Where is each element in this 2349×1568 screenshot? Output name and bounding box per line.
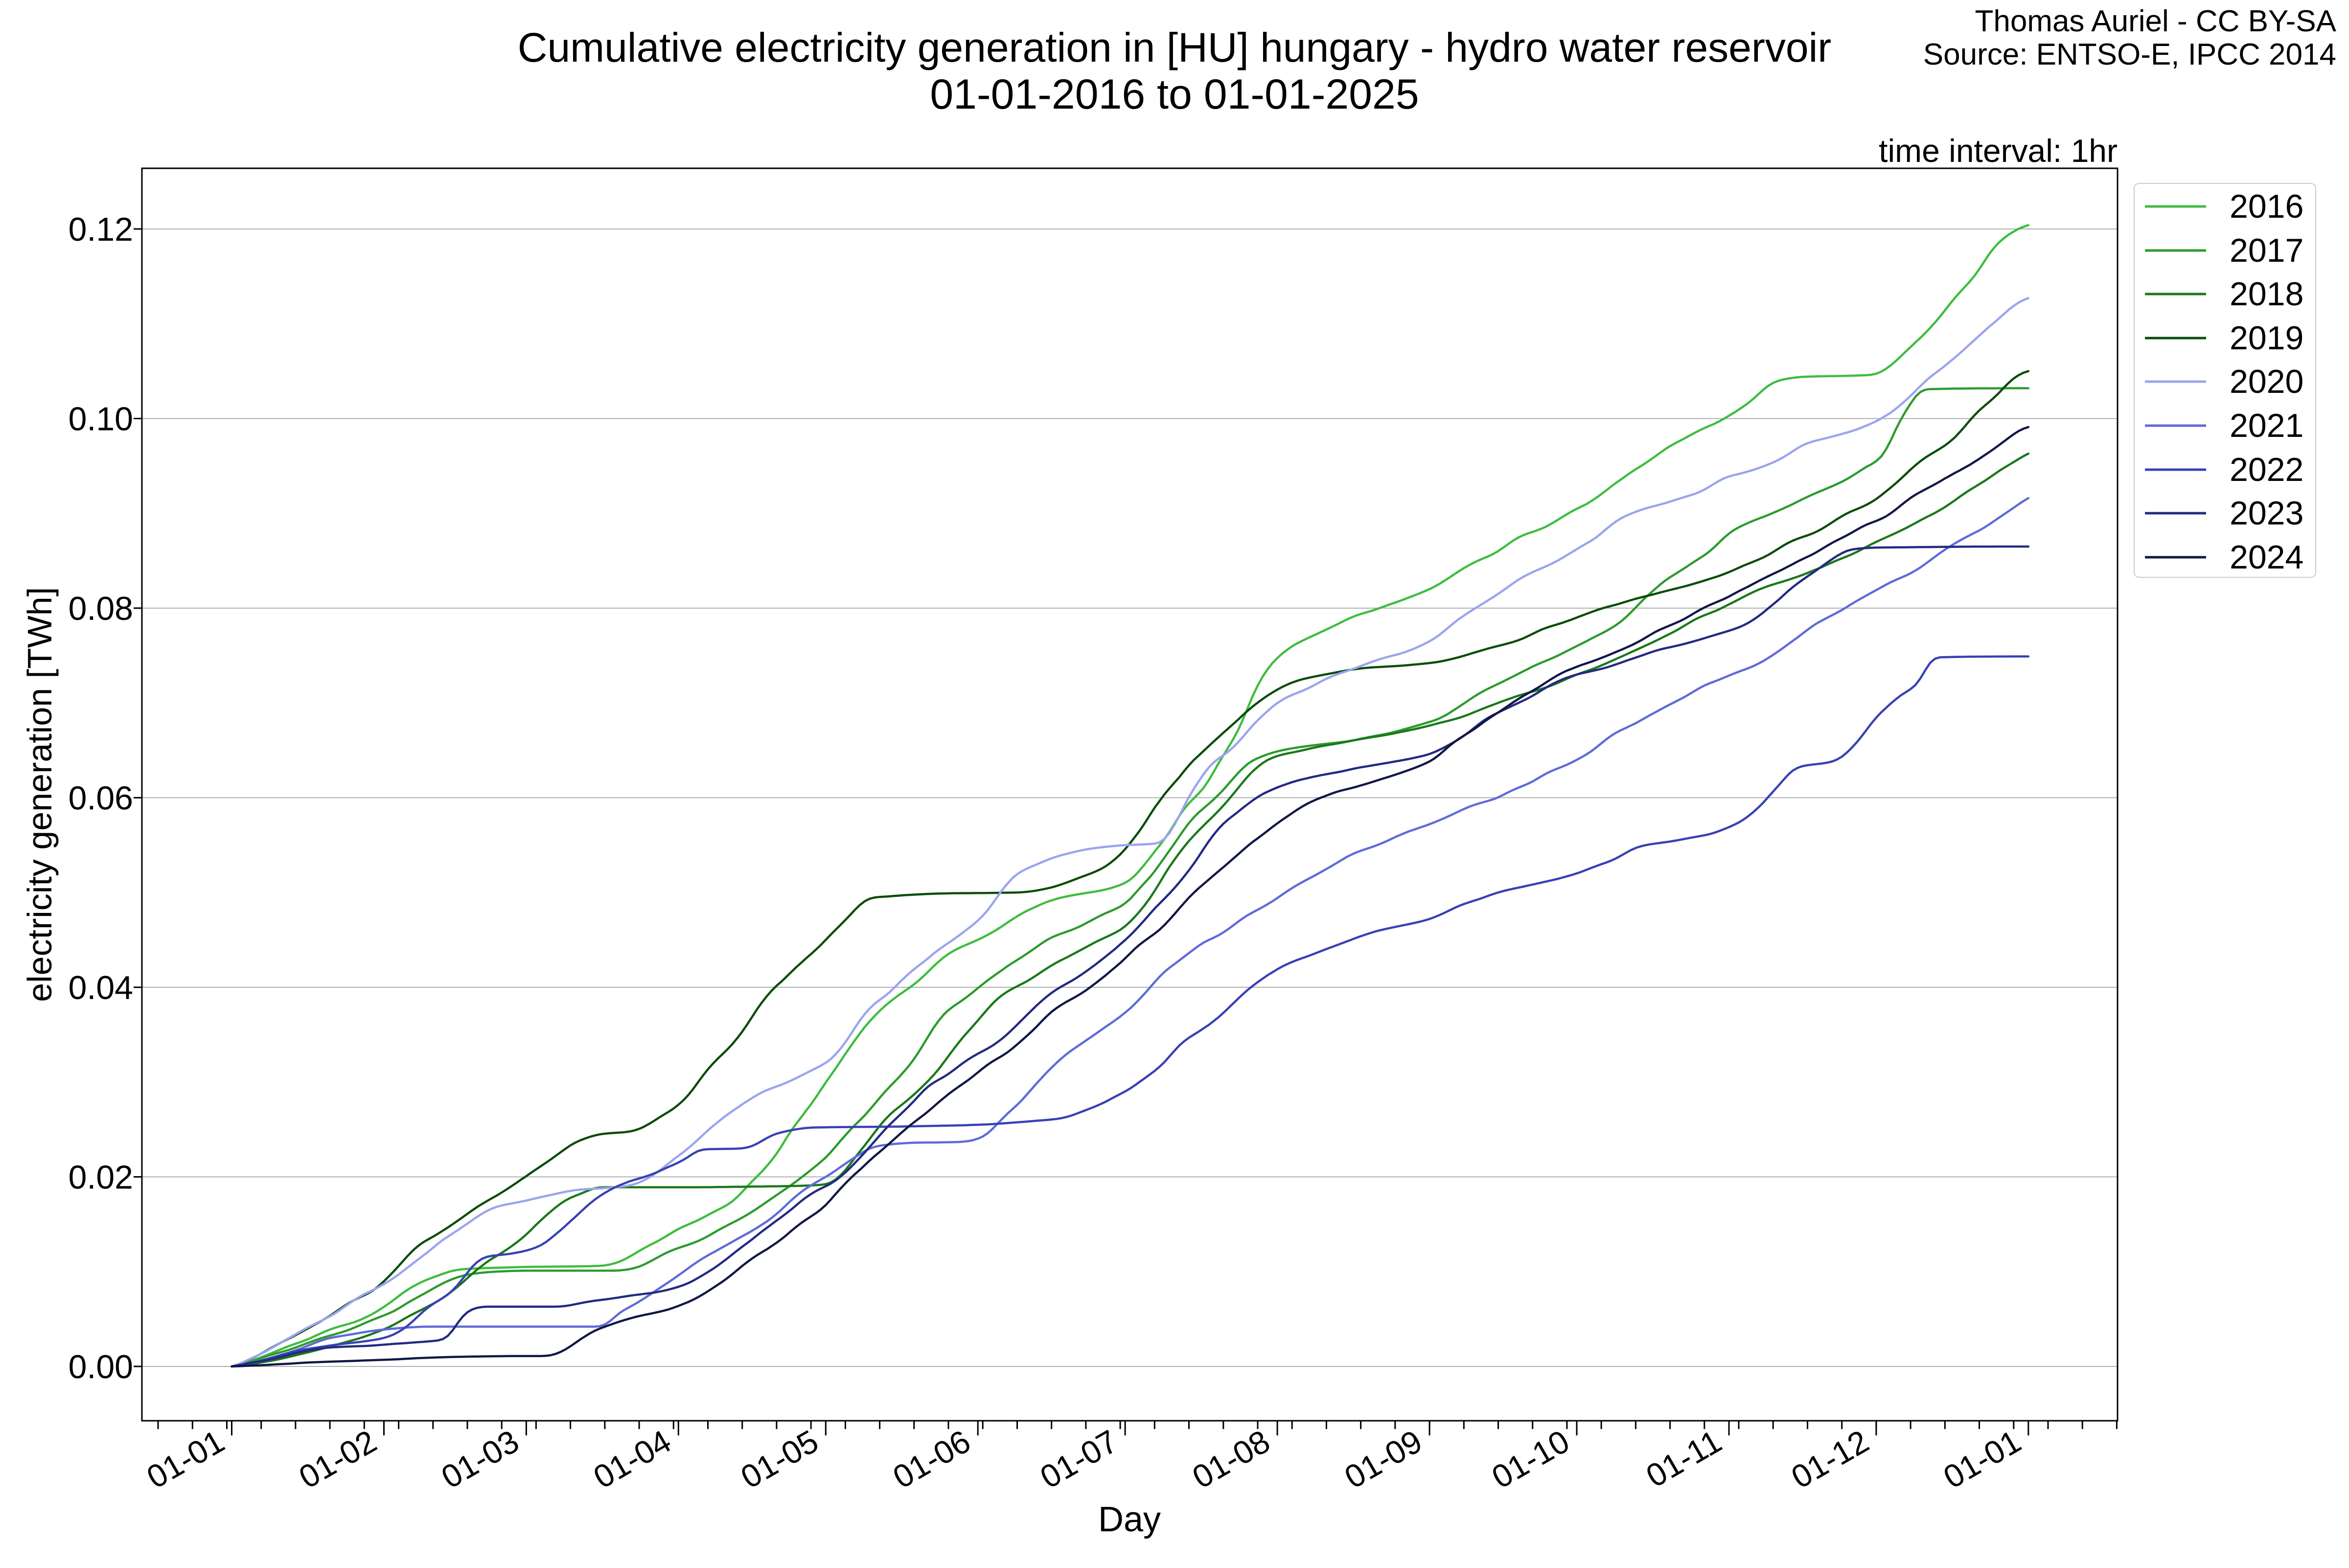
svg-text:2023: 2023 xyxy=(2230,495,2303,532)
svg-text:0.04: 0.04 xyxy=(69,969,133,1006)
svg-text:2020: 2020 xyxy=(2230,363,2303,400)
svg-text:0.08: 0.08 xyxy=(69,590,133,627)
svg-text:Source: ENTSO-E, IPCC 2014: Source: ENTSO-E, IPCC 2014 xyxy=(1923,38,2336,71)
svg-text:2016: 2016 xyxy=(2230,188,2303,225)
svg-text:time interval: 1hr: time interval: 1hr xyxy=(1879,133,2118,169)
svg-text:Day: Day xyxy=(1098,1500,1161,1539)
svg-text:Cumulative electricity generat: Cumulative electricity generation in [HU… xyxy=(518,24,1831,70)
svg-text:2022: 2022 xyxy=(2230,451,2303,488)
svg-text:2019: 2019 xyxy=(2230,319,2303,357)
svg-text:01-01-2016 to 01-01-2025: 01-01-2016 to 01-01-2025 xyxy=(930,71,1419,118)
svg-text:electricity generation [TWh]: electricity generation [TWh] xyxy=(21,587,59,1002)
svg-text:Thomas Auriel - CC BY-SA: Thomas Auriel - CC BY-SA xyxy=(1975,4,2336,38)
svg-text:0.00: 0.00 xyxy=(69,1348,133,1386)
svg-text:0.10: 0.10 xyxy=(69,401,133,438)
svg-text:0.02: 0.02 xyxy=(69,1159,133,1196)
svg-text:2018: 2018 xyxy=(2230,275,2303,313)
svg-text:2021: 2021 xyxy=(2230,407,2303,444)
svg-text:0.12: 0.12 xyxy=(69,211,133,248)
svg-text:2017: 2017 xyxy=(2230,232,2303,269)
svg-text:0.06: 0.06 xyxy=(69,780,133,817)
svg-text:2024: 2024 xyxy=(2230,539,2303,576)
